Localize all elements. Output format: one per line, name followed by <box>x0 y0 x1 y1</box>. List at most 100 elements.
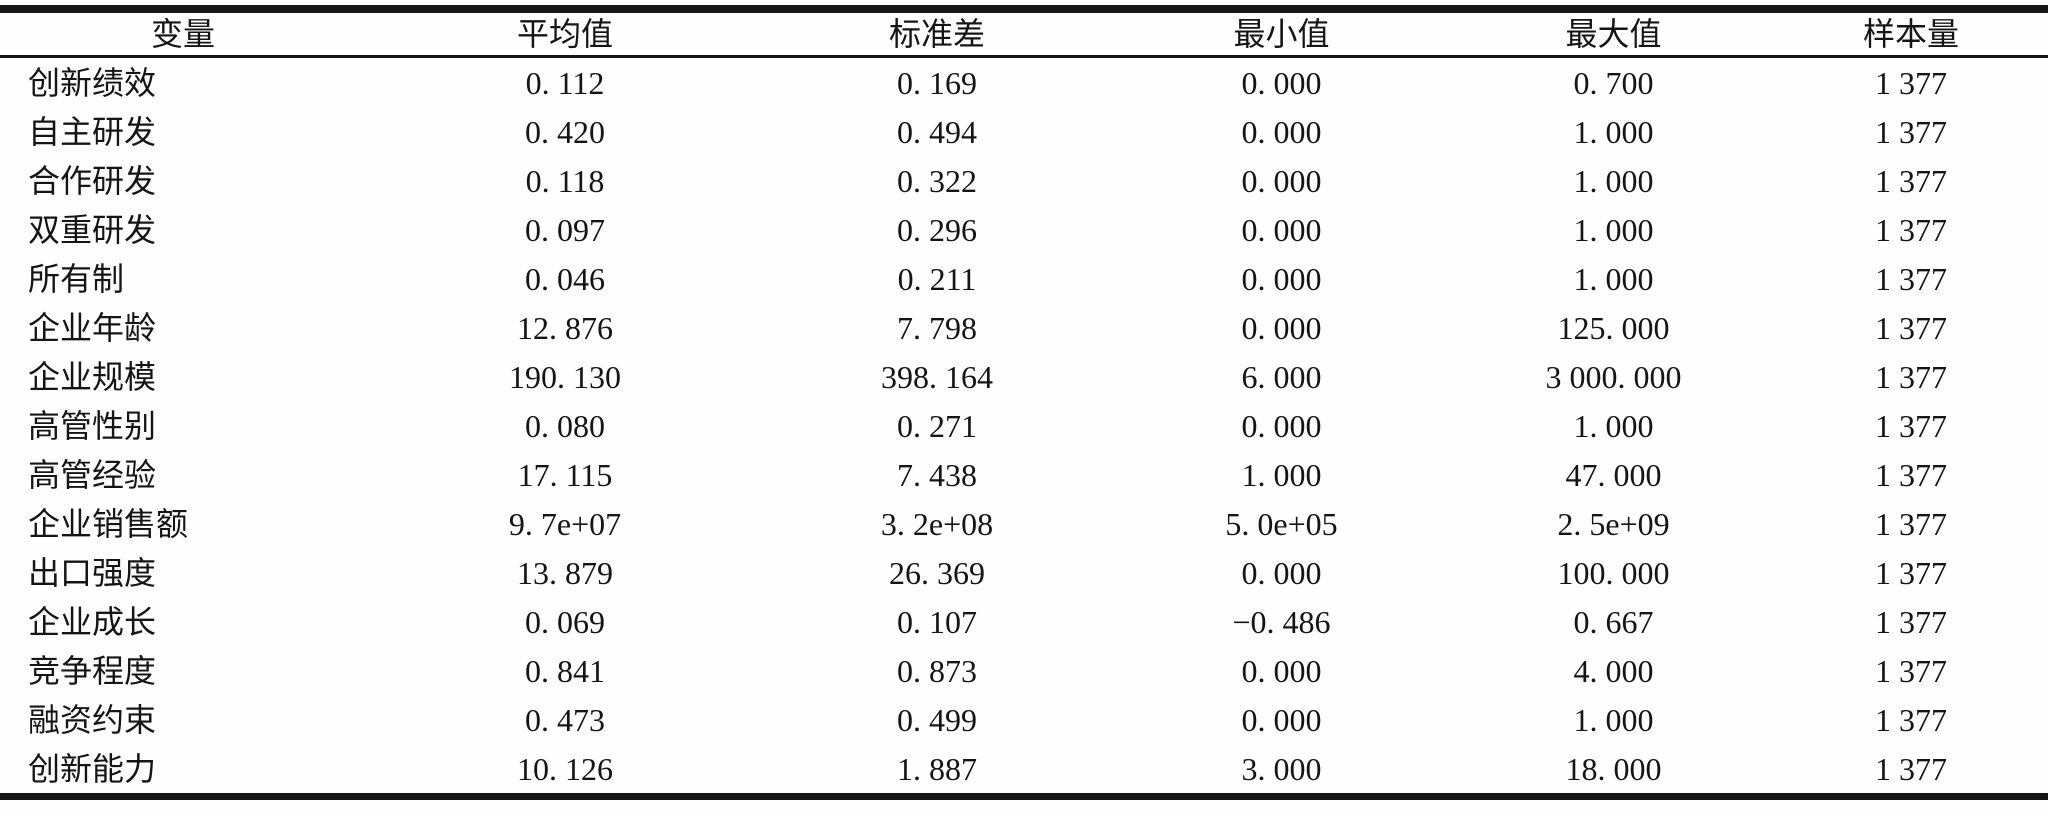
cell-mean: 0. 118 <box>525 162 605 199</box>
cell-min: 0. 000 <box>1241 309 1322 346</box>
cell-min: 0. 000 <box>1241 113 1322 150</box>
cell-min: 6. 000 <box>1241 358 1322 395</box>
descriptive-statistics-table: 变量 平均值 标准差 最小值 最大值 样本量 创新绩效 0. 112 0. 16… <box>0 13 2048 793</box>
cell-variable: 高管经验 <box>28 456 157 493</box>
cell-mean: 0. 069 <box>525 603 605 640</box>
cell-mean: 0. 420 <box>525 113 605 150</box>
cell-n: 1 377 <box>1875 64 1947 101</box>
cell-n: 1 377 <box>1875 162 1947 199</box>
cell-mean: 12. 876 <box>517 309 613 346</box>
table-row: 高管性别 0. 080 0. 271 0. 000 1. 000 1 377 <box>0 401 2048 450</box>
cell-variable: 创新绩效 <box>28 64 157 101</box>
table-row: 竞争程度 0. 841 0. 873 0. 000 4. 000 1 377 <box>0 646 2048 695</box>
column-header-sd: 标准差 <box>764 13 1110 58</box>
cell-mean: 0. 046 <box>525 260 605 297</box>
cell-variable: 企业规模 <box>28 358 157 395</box>
cell-min: 0. 000 <box>1241 211 1322 248</box>
cell-min: 0. 000 <box>1241 554 1322 591</box>
cell-sd: 398. 164 <box>881 358 993 395</box>
table-bottom-rule <box>0 793 2048 800</box>
cell-n: 1 377 <box>1875 554 1947 591</box>
cell-sd: 0. 494 <box>897 113 977 150</box>
cell-sd: 0. 296 <box>897 211 977 248</box>
cell-max: 1. 000 <box>1573 113 1654 150</box>
cell-min: 0. 000 <box>1241 64 1322 101</box>
cell-sd: 0. 211 <box>897 260 977 297</box>
cell-n: 1 377 <box>1875 750 1947 787</box>
cell-sd: 0. 499 <box>897 701 977 738</box>
cell-min: 0. 000 <box>1241 652 1322 689</box>
table-top-rule <box>0 5 2048 13</box>
cell-max: 1. 000 <box>1573 701 1654 738</box>
cell-n: 1 377 <box>1875 603 1947 640</box>
cell-n: 1 377 <box>1875 505 1947 542</box>
header-row: 变量 平均值 标准差 最小值 最大值 样本量 <box>0 13 2048 58</box>
cell-sd: 7. 798 <box>897 309 977 346</box>
table-row: 高管经验 17. 115 7. 438 1. 000 47. 000 1 377 <box>0 450 2048 499</box>
cell-max: 47. 000 <box>1565 456 1662 493</box>
cell-min: 5. 0e+05 <box>1225 505 1338 542</box>
cell-variable: 双重研发 <box>28 211 157 248</box>
column-header-max: 最大值 <box>1453 13 1774 58</box>
cell-sd: 0. 873 <box>897 652 977 689</box>
cell-max: 1. 000 <box>1573 260 1654 297</box>
cell-mean: 0. 080 <box>525 407 605 444</box>
cell-sd: 0. 169 <box>897 64 977 101</box>
cell-max: 100. 000 <box>1557 554 1670 591</box>
cell-variable: 出口强度 <box>28 554 157 591</box>
cell-n: 1 377 <box>1875 260 1947 297</box>
cell-mean: 10. 126 <box>517 750 613 787</box>
cell-n: 1 377 <box>1875 701 1947 738</box>
cell-n: 1 377 <box>1875 407 1947 444</box>
cell-mean: 9. 7e+07 <box>508 505 622 542</box>
table-row: 企业销售额 9. 7e+07 3. 2e+08 5. 0e+05 2. 5e+0… <box>0 499 2048 548</box>
table-row: 企业规模 190. 130 398. 164 6. 000 3 000. 000… <box>0 352 2048 401</box>
cell-max: 125. 000 <box>1557 309 1670 346</box>
cell-variable: 自主研发 <box>28 113 157 150</box>
table-row: 所有制 0. 046 0. 211 0. 000 1. 000 1 377 <box>0 254 2048 303</box>
table-row: 双重研发 0. 097 0. 296 0. 000 1. 000 1 377 <box>0 205 2048 254</box>
cell-max: 1. 000 <box>1573 211 1654 248</box>
cell-variable: 企业年龄 <box>28 309 157 346</box>
cell-variable: 竞争程度 <box>28 652 157 689</box>
cell-n: 1 377 <box>1875 211 1947 248</box>
table-row: 合作研发 0. 118 0. 322 0. 000 1. 000 1 377 <box>0 156 2048 205</box>
cell-max: 1. 000 <box>1573 162 1654 199</box>
table-row: 企业成长 0. 069 0. 107 −0. 486 0. 667 1 377 <box>0 597 2048 646</box>
cell-sd: 0. 322 <box>897 162 977 199</box>
table-row: 企业年龄 12. 876 7. 798 0. 000 125. 000 1 37… <box>0 303 2048 352</box>
cell-max: 18. 000 <box>1565 750 1662 787</box>
cell-sd: 7. 438 <box>897 456 977 493</box>
cell-max: 1. 000 <box>1573 407 1654 444</box>
cell-n: 1 377 <box>1875 113 1947 150</box>
cell-variable: 企业成长 <box>28 603 157 640</box>
table-row: 自主研发 0. 420 0. 494 0. 000 1. 000 1 377 <box>0 107 2048 156</box>
cell-mean: 0. 097 <box>525 211 605 248</box>
cell-min: 3. 000 <box>1241 750 1322 787</box>
cell-n: 1 377 <box>1875 456 1947 493</box>
cell-max: 0. 667 <box>1573 603 1654 640</box>
cell-min: 0. 000 <box>1241 162 1322 199</box>
cell-n: 1 377 <box>1875 652 1947 689</box>
cell-max: 0. 700 <box>1573 64 1654 101</box>
cell-mean: 0. 841 <box>525 652 605 689</box>
cell-min: 0. 000 <box>1241 701 1322 738</box>
cell-mean: 190. 130 <box>509 358 621 395</box>
column-header-variable: 变量 <box>0 13 366 58</box>
cell-min: 0. 000 <box>1241 407 1322 444</box>
cell-mean: 17. 115 <box>517 456 613 493</box>
column-header-min: 最小值 <box>1110 13 1453 58</box>
cell-variable: 创新能力 <box>28 750 157 787</box>
cell-sd: 1. 887 <box>897 750 977 787</box>
cell-mean: 0. 112 <box>525 64 605 101</box>
column-header-n: 样本量 <box>1774 13 2048 58</box>
table-row: 创新绩效 0. 112 0. 169 0. 000 0. 700 1 377 <box>0 57 2048 108</box>
cell-max: 2. 5e+09 <box>1557 505 1670 542</box>
cell-variable: 融资约束 <box>28 701 157 738</box>
cell-sd: 0. 107 <box>897 603 977 640</box>
cell-mean: 13. 879 <box>517 554 613 591</box>
cell-variable: 合作研发 <box>28 162 157 199</box>
table-row: 融资约束 0. 473 0. 499 0. 000 1. 000 1 377 <box>0 695 2048 744</box>
cell-sd: 26. 369 <box>889 554 985 591</box>
